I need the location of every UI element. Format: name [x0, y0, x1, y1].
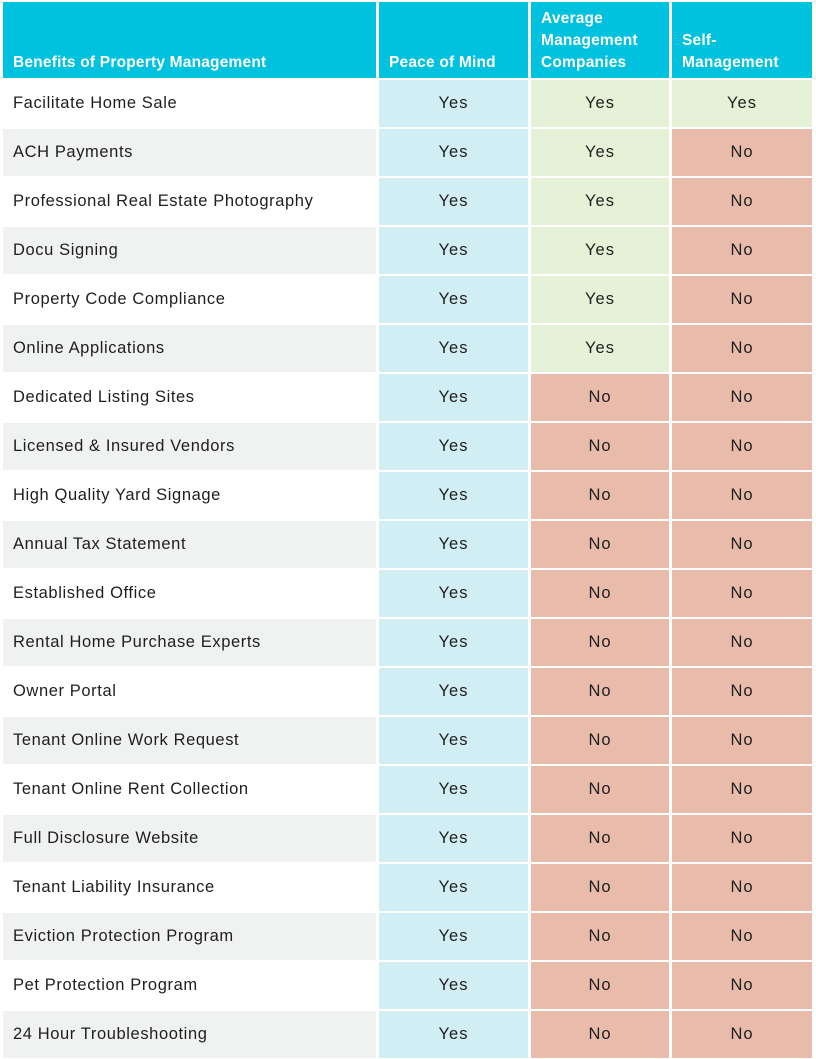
self-management-cell: No	[672, 472, 812, 519]
header-self-management-label: Self-Management	[682, 32, 779, 71]
header-peace-of-mind: Peace of Mind	[379, 2, 528, 78]
peace-of-mind-cell: Yes	[379, 668, 528, 715]
average-management-cell: No	[531, 913, 669, 960]
average-management-cell: No	[531, 374, 669, 421]
benefit-cell: Dedicated Listing Sites	[3, 374, 376, 421]
average-management-cell: No	[531, 619, 669, 666]
average-management-cell: No	[531, 717, 669, 764]
average-management-cell: Yes	[531, 129, 669, 176]
benefit-cell: Eviction Protection Program	[3, 913, 376, 960]
peace-of-mind-cell: Yes	[379, 717, 528, 764]
average-management-cell: No	[531, 815, 669, 862]
peace-of-mind-cell: Yes	[379, 864, 528, 911]
comparison-grid: Benefits of Property Management Peace of…	[3, 0, 816, 1058]
peace-of-mind-cell: Yes	[379, 472, 528, 519]
average-management-cell: No	[531, 668, 669, 715]
self-management-cell: No	[672, 1011, 812, 1058]
peace-of-mind-cell: Yes	[379, 570, 528, 617]
self-management-cell: No	[672, 178, 812, 225]
peace-of-mind-cell: Yes	[379, 766, 528, 813]
average-management-cell: No	[531, 423, 669, 470]
peace-of-mind-cell: Yes	[379, 962, 528, 1009]
benefit-cell: High Quality Yard Signage	[3, 472, 376, 519]
peace-of-mind-cell: Yes	[379, 913, 528, 960]
header-average-management: Average Management Companies	[531, 2, 669, 78]
benefit-cell: 24 Hour Troubleshooting	[3, 1011, 376, 1058]
self-management-cell: No	[672, 619, 812, 666]
peace-of-mind-cell: Yes	[379, 619, 528, 666]
average-management-cell: Yes	[531, 80, 669, 127]
average-management-cell: Yes	[531, 325, 669, 372]
peace-of-mind-cell: Yes	[379, 129, 528, 176]
average-management-cell: Yes	[531, 276, 669, 323]
header-benefits-label: Benefits of Property Management	[13, 54, 267, 71]
benefit-cell: Owner Portal	[3, 668, 376, 715]
peace-of-mind-cell: Yes	[379, 276, 528, 323]
peace-of-mind-cell: Yes	[379, 80, 528, 127]
self-management-cell: No	[672, 717, 812, 764]
self-management-cell: No	[672, 521, 812, 568]
self-management-cell: No	[672, 962, 812, 1009]
average-management-cell: Yes	[531, 178, 669, 225]
benefit-cell: Annual Tax Statement	[3, 521, 376, 568]
self-management-cell: No	[672, 913, 812, 960]
self-management-cell: Yes	[672, 80, 812, 127]
benefit-cell: Rental Home Purchase Experts	[3, 619, 376, 666]
self-management-cell: No	[672, 668, 812, 715]
self-management-cell: No	[672, 129, 812, 176]
self-management-cell: No	[672, 864, 812, 911]
peace-of-mind-cell: Yes	[379, 178, 528, 225]
header-peace-of-mind-label: Peace of Mind	[389, 54, 496, 71]
self-management-cell: No	[672, 227, 812, 274]
self-management-cell: No	[672, 276, 812, 323]
benefit-cell: Online Applications	[3, 325, 376, 372]
peace-of-mind-cell: Yes	[379, 1011, 528, 1058]
average-management-cell: No	[531, 570, 669, 617]
average-management-cell: No	[531, 766, 669, 813]
benefit-cell: Tenant Online Rent Collection	[3, 766, 376, 813]
self-management-cell: No	[672, 325, 812, 372]
self-management-cell: No	[672, 570, 812, 617]
header-benefits: Benefits of Property Management	[3, 2, 376, 78]
average-management-cell: No	[531, 962, 669, 1009]
benefit-cell: Tenant Online Work Request	[3, 717, 376, 764]
benefit-cell: Established Office	[3, 570, 376, 617]
benefit-cell: Facilitate Home Sale	[3, 80, 376, 127]
self-management-cell: No	[672, 766, 812, 813]
self-management-cell: No	[672, 815, 812, 862]
benefit-cell: ACH Payments	[3, 129, 376, 176]
peace-of-mind-cell: Yes	[379, 423, 528, 470]
header-average-management-label: Average Management Companies	[541, 10, 638, 71]
average-management-cell: No	[531, 1011, 669, 1058]
peace-of-mind-cell: Yes	[379, 521, 528, 568]
average-management-cell: Yes	[531, 227, 669, 274]
benefit-cell: Licensed & Insured Vendors	[3, 423, 376, 470]
self-management-cell: No	[672, 423, 812, 470]
average-management-cell: No	[531, 864, 669, 911]
benefit-cell: Docu Signing	[3, 227, 376, 274]
self-management-cell: No	[672, 374, 812, 421]
peace-of-mind-cell: Yes	[379, 325, 528, 372]
benefit-cell: Tenant Liability Insurance	[3, 864, 376, 911]
peace-of-mind-cell: Yes	[379, 374, 528, 421]
benefit-cell: Professional Real Estate Photography	[3, 178, 376, 225]
benefit-cell: Full Disclosure Website	[3, 815, 376, 862]
benefit-cell: Property Code Compliance	[3, 276, 376, 323]
peace-of-mind-cell: Yes	[379, 227, 528, 274]
benefit-cell: Pet Protection Program	[3, 962, 376, 1009]
average-management-cell: No	[531, 521, 669, 568]
average-management-cell: No	[531, 472, 669, 519]
peace-of-mind-cell: Yes	[379, 815, 528, 862]
header-self-management: Self-Management	[672, 2, 812, 78]
